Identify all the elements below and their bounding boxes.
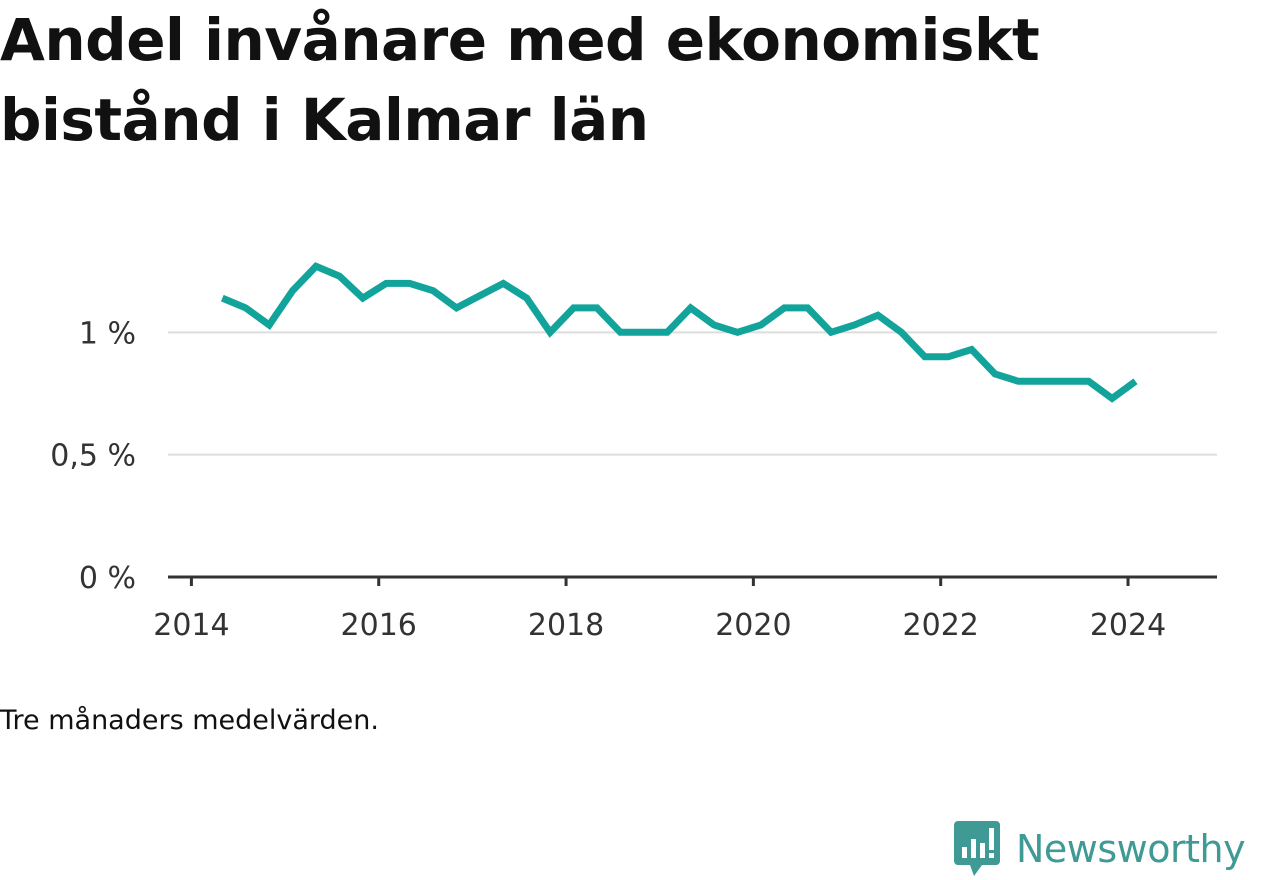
line-chart: 0 % 0,5 % 1 % 2014 2016 2018 2020 2022 2024 xyxy=(50,262,1217,643)
title-line-1: Andel invånare med ekonomiskt xyxy=(0,6,1040,74)
y-tick-label: 0 % xyxy=(79,561,136,596)
chart-title: Andel invånare med ekonomiskt bistånd i … xyxy=(0,0,1250,160)
brand-name: Newsworthy xyxy=(1016,827,1246,871)
x-axis-ticks: 2014 2016 2018 2020 2022 2024 xyxy=(153,577,1166,643)
x-tick-label: 2020 xyxy=(715,608,791,643)
chart-note: Tre månaders medelvärden. xyxy=(0,705,379,736)
data-series xyxy=(220,262,1138,403)
newsworthy-logo-icon xyxy=(954,821,1000,876)
y-tick-label: 1 % xyxy=(79,316,136,351)
y-axis-ticks: 0 % 0,5 % 1 % xyxy=(50,316,136,596)
x-tick-label: 2018 xyxy=(528,608,604,643)
series-line xyxy=(220,262,1138,403)
grid-lines xyxy=(168,331,1217,456)
y-tick-label: 0,5 % xyxy=(50,439,136,474)
title-line-2: bistånd i Kalmar län xyxy=(0,86,649,154)
x-tick-label: 2014 xyxy=(153,608,229,643)
x-tick-label: 2022 xyxy=(903,608,979,643)
x-tick-label: 2016 xyxy=(341,608,417,643)
brand-mark[interactable]: Newsworthy xyxy=(952,818,1246,880)
x-tick-label: 2024 xyxy=(1090,608,1166,643)
